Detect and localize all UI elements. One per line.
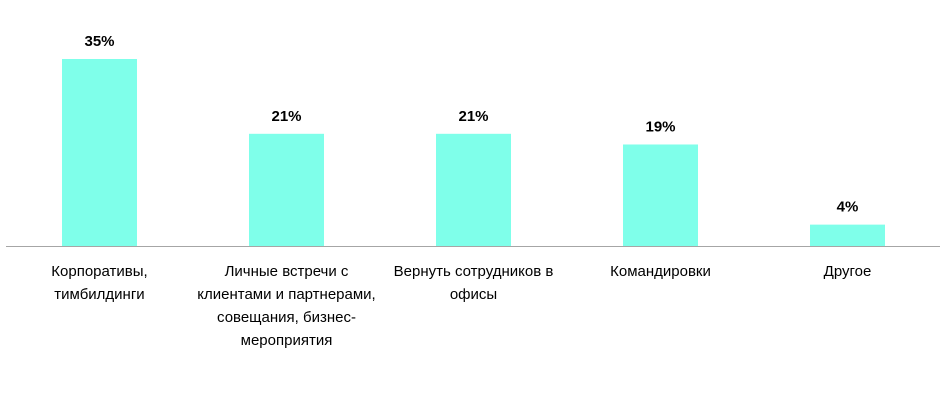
bar — [62, 59, 137, 246]
bar-value-label: 21% — [458, 108, 488, 125]
bar — [249, 133, 324, 246]
bar — [623, 144, 698, 246]
bar — [810, 224, 885, 246]
bar-value-label: 35% — [84, 33, 114, 50]
category-label: Корпоративы, тимбилдинги — [51, 263, 148, 303]
bar — [436, 133, 511, 246]
bar-value-label: 19% — [645, 118, 675, 135]
category-label: Другое — [823, 263, 872, 280]
bar-value-label: 4% — [837, 199, 859, 216]
category-label: Личные встречи с клиентами и партнерами,… — [197, 263, 376, 349]
category-label: Вернуть сотрудников в офисы — [393, 263, 554, 303]
bar-value-label: 21% — [271, 108, 301, 125]
category-label: Командировки — [610, 263, 711, 280]
